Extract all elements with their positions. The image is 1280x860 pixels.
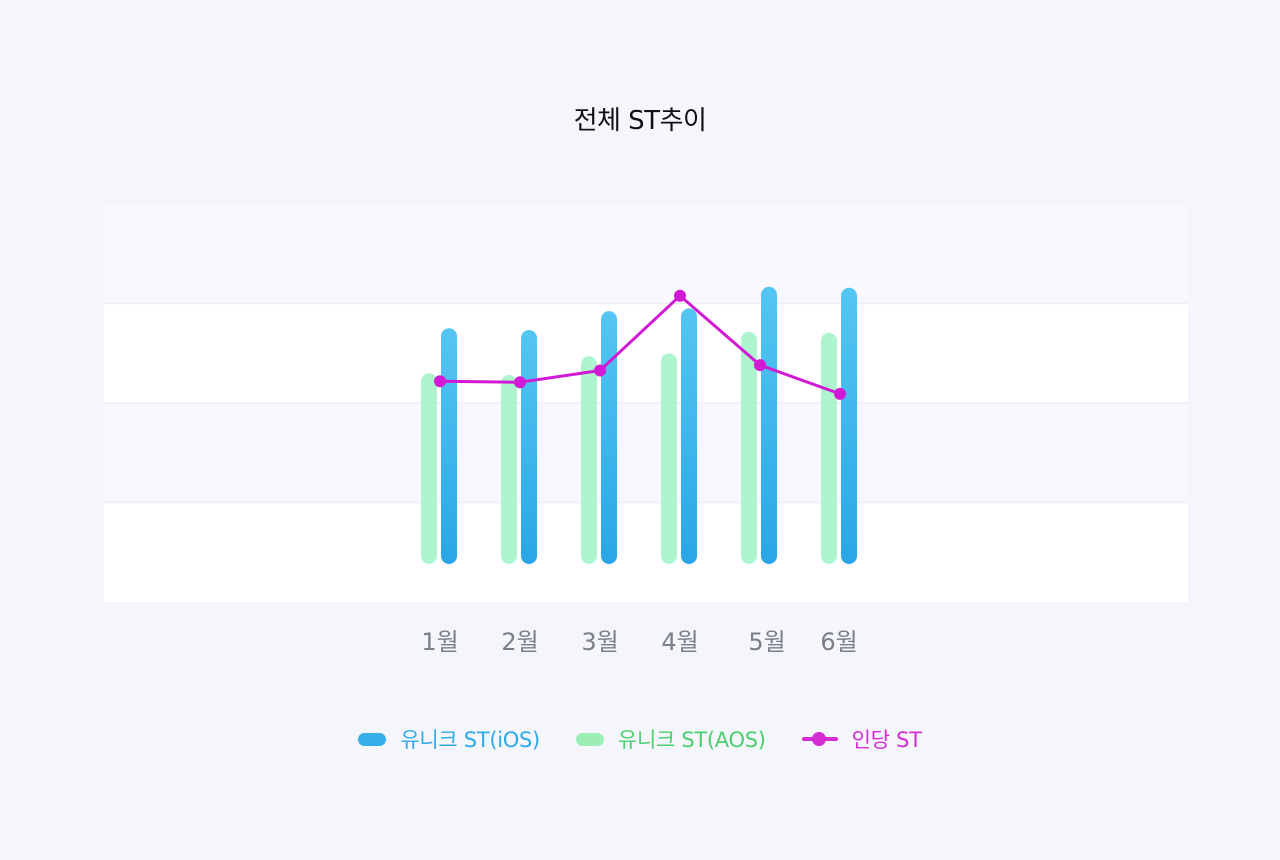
x-tick-label: 4월 (661, 628, 698, 656)
bar-aos (821, 332, 837, 564)
per-user-st-point (514, 376, 526, 389)
legend-line-swatch (801, 732, 838, 746)
legend-label: 유니크 ST(AOS) (617, 728, 766, 752)
bar-ios (521, 330, 537, 564)
per-user-st-line-series (434, 289, 846, 400)
per-user-st-point (434, 375, 446, 388)
bar-aos (661, 353, 677, 564)
per-user-st-point (834, 387, 846, 400)
plot-band (104, 204, 1188, 304)
bar-ios (601, 311, 617, 564)
bar-ios (761, 286, 777, 564)
bar-aos (421, 373, 437, 564)
bars-aos-series (421, 331, 837, 564)
legend-item: 인당 ST (801, 724, 922, 754)
chart-legend: 유니크 ST(iOS) 유니크 ST(AOS) 인당 ST (0, 724, 1280, 754)
bars-ios-series (441, 286, 857, 564)
plot-band (104, 303, 1188, 403)
legend-item: 유니크 ST(AOS) (575, 724, 766, 754)
legend-pill-swatch (358, 732, 387, 746)
x-tick-label: 1월 (421, 628, 458, 656)
legend-label: 인당 ST (851, 728, 922, 752)
x-tick-label: 5월 (748, 628, 785, 656)
legend-pill-swatch (575, 732, 604, 746)
chart-title: 전체 ST추이 (573, 106, 707, 136)
per-user-st-point (754, 359, 766, 372)
per-user-st-line (438, 294, 842, 396)
plot-band (104, 403, 1188, 503)
legend-item: 유니크 ST(iOS) (358, 724, 540, 754)
x-axis-tick-labels: 1월 2월 3월 4월 5월 6월 (421, 628, 857, 656)
bar-ios (681, 308, 697, 564)
plot-band (104, 502, 1188, 602)
bar-aos (741, 331, 757, 564)
bar-aos (581, 356, 597, 564)
x-tick-label: 3월 (581, 628, 618, 656)
bar-ios (841, 287, 857, 564)
bar-aos (501, 375, 517, 564)
per-user-st-point (594, 364, 606, 377)
x-tick-label: 6월 (820, 628, 857, 656)
per-user-st-point (674, 289, 686, 302)
bar-ios (441, 328, 457, 564)
x-tick-label: 2월 (501, 628, 538, 656)
plot-background (104, 204, 1188, 602)
legend-label: 유니크 ST(iOS) (400, 728, 540, 752)
